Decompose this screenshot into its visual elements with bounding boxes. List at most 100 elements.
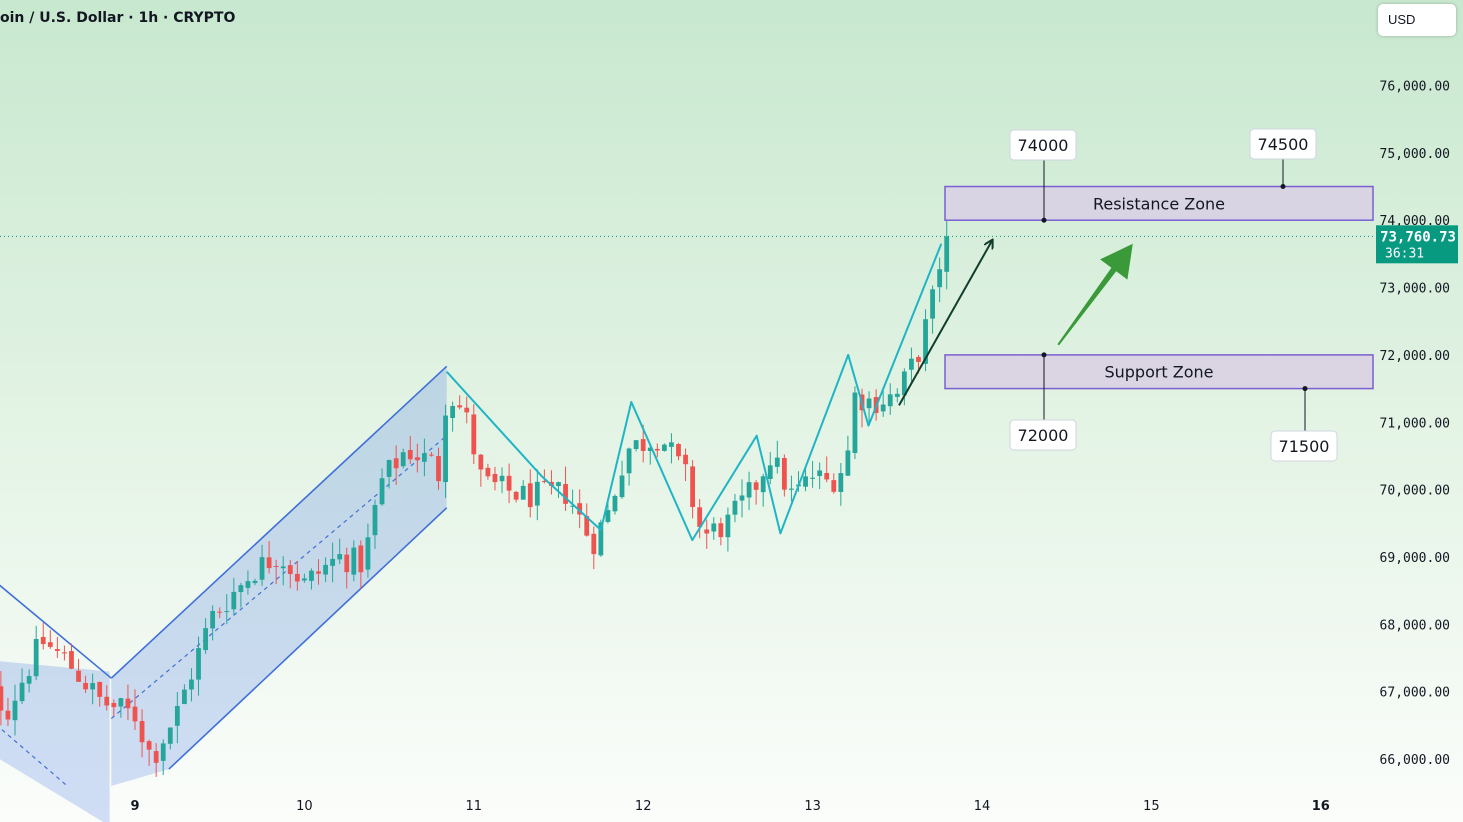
candle — [527, 469, 533, 518]
candle — [238, 582, 244, 608]
candle-body — [577, 503, 583, 515]
resistance-zone-box — [944, 185, 1374, 221]
ascending-channel-midline — [110, 435, 448, 720]
y-tick-label: 76,000.00 — [1380, 80, 1450, 95]
candle-body — [909, 358, 914, 370]
candle-body — [323, 564, 328, 575]
candle-body — [90, 683, 96, 690]
candle-body — [40, 636, 46, 645]
candle — [323, 557, 328, 583]
candle-body — [189, 679, 194, 690]
candle — [83, 675, 88, 694]
candle-body — [894, 393, 900, 397]
candle-body — [414, 457, 420, 461]
currency-selector[interactable]: USD — [1378, 4, 1456, 36]
candle — [633, 439, 639, 452]
callout-resistance-low-text: 74000 — [1018, 136, 1069, 155]
candle-body — [238, 585, 244, 593]
candle-body — [492, 473, 498, 483]
candle-body — [513, 491, 519, 500]
ascending-channel-upper — [110, 365, 448, 679]
candle — [287, 559, 293, 589]
candle — [513, 491, 519, 503]
candle — [19, 668, 25, 705]
candle-body — [203, 628, 208, 651]
candle-body — [54, 649, 60, 651]
candle-body — [273, 566, 279, 568]
symbol-title: oin / U.S. Dollar · 1h · CRYPTO — [0, 10, 236, 26]
candle — [224, 594, 230, 625]
x-tick-label: 13 — [804, 799, 821, 814]
candle — [654, 443, 660, 458]
x-tick-label: 10 — [296, 799, 313, 814]
candle-body — [12, 700, 18, 721]
candle-body — [139, 720, 145, 743]
candle-layer — [0, 220, 950, 777]
candle — [838, 463, 844, 506]
candle — [146, 739, 152, 767]
callout-support-low-text: 71500 — [1279, 437, 1330, 456]
candle-body — [372, 505, 378, 536]
candle — [210, 605, 216, 641]
candle — [930, 285, 935, 334]
y-tick-label: 66,000.00 — [1380, 753, 1450, 768]
candle — [485, 463, 491, 480]
candle-body — [718, 523, 724, 538]
callout-resistance-high-box — [1249, 128, 1317, 160]
candle — [379, 468, 385, 506]
candle-body — [746, 482, 752, 498]
candle — [541, 469, 547, 484]
candle — [499, 467, 505, 494]
candle — [781, 454, 787, 497]
candle-body — [626, 448, 632, 474]
candle — [923, 309, 928, 372]
candle-body — [337, 554, 343, 560]
candle — [690, 460, 696, 519]
candle-body — [633, 440, 639, 449]
candle — [831, 473, 837, 494]
candle-body — [125, 698, 131, 709]
candle-body — [739, 495, 745, 501]
candle-body — [69, 651, 74, 669]
candle-body — [280, 566, 286, 569]
candle-body — [287, 565, 293, 575]
candle-body — [817, 470, 823, 477]
candle-body — [937, 269, 943, 288]
channel-layer — [0, 365, 448, 822]
candle — [534, 469, 540, 521]
candle-body — [499, 475, 505, 482]
candle-body — [803, 476, 808, 487]
candle — [725, 507, 731, 552]
candle-body — [76, 670, 81, 682]
candle — [217, 607, 223, 619]
callout-support-high-dot — [1041, 352, 1047, 358]
callout-support-low-dot — [1302, 386, 1308, 392]
candle — [337, 538, 343, 565]
candle-body — [182, 689, 187, 705]
candle-body — [421, 453, 427, 462]
candle-body — [443, 415, 448, 483]
candle-body — [436, 455, 441, 482]
candle-body — [47, 642, 53, 647]
candle — [450, 401, 456, 432]
candle-body — [916, 356, 921, 362]
x-tick-label: 9 — [130, 799, 139, 814]
candle — [824, 456, 830, 483]
ascending-channel-fill — [111, 366, 447, 786]
candle-body — [845, 450, 851, 476]
candle-body — [83, 683, 88, 690]
candle — [478, 453, 484, 487]
candle — [386, 459, 392, 489]
candle-body — [471, 414, 477, 455]
resistance-zone-label: Resistance Zone — [1093, 194, 1225, 213]
candle — [887, 383, 893, 415]
candle — [746, 471, 752, 510]
candle-body — [753, 482, 759, 490]
y-tick-label: 70,000.00 — [1380, 484, 1450, 499]
y-tick-label: 75,000.00 — [1380, 147, 1450, 162]
candle — [619, 460, 625, 499]
candle — [182, 684, 187, 705]
